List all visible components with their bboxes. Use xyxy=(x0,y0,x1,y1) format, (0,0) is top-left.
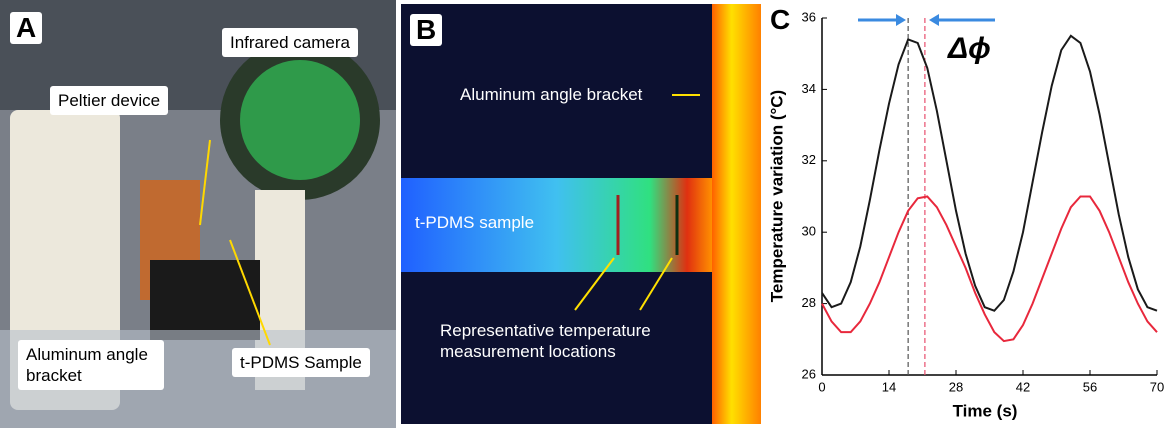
x-tick-label: 56 xyxy=(1083,379,1097,394)
label: Infrared camera xyxy=(222,28,358,57)
camera-lens xyxy=(240,60,360,180)
label: t-PDMS sample xyxy=(415,213,535,232)
bracket-hot xyxy=(712,4,761,424)
label: t-PDMS Sample xyxy=(232,348,370,377)
y-tick-label: 32 xyxy=(802,152,816,167)
panel-letter: C xyxy=(770,4,791,35)
x-tick-label: 42 xyxy=(1016,379,1030,394)
y-tick-label: 28 xyxy=(802,295,816,310)
pointer xyxy=(199,139,211,226)
panel-letter: A xyxy=(10,12,43,44)
label: Aluminum angle bracket xyxy=(460,85,643,104)
stage xyxy=(150,260,260,340)
label: Representative temperature measurement l… xyxy=(440,321,651,361)
annotation: Δϕ xyxy=(947,32,991,65)
data-line xyxy=(821,195,1158,343)
y-axis-label: Temperature variation (°C) xyxy=(767,90,786,302)
y-tick-label: 34 xyxy=(802,81,816,96)
y-tick-label: 36 xyxy=(802,9,816,24)
y-tick-label: 30 xyxy=(802,224,816,239)
x-tick-label: 70 xyxy=(1150,379,1164,394)
arrow-head xyxy=(896,14,906,26)
arrow-head xyxy=(929,14,939,26)
x-tick-label: 28 xyxy=(949,379,963,394)
pointer xyxy=(229,239,271,346)
data-line xyxy=(821,34,1158,312)
x-tick-label: 14 xyxy=(882,379,896,394)
x-tick-label: 0 xyxy=(818,379,825,394)
label: Peltier device xyxy=(50,86,169,115)
pointer xyxy=(574,257,615,311)
y-tick-label: 26 xyxy=(802,366,816,381)
label: Aluminum angle bracket xyxy=(18,340,164,390)
pointer xyxy=(639,257,673,311)
sample-strip xyxy=(401,178,712,272)
x-axis-label: Time (s) xyxy=(953,401,1018,420)
panel-letter: B xyxy=(410,14,443,46)
